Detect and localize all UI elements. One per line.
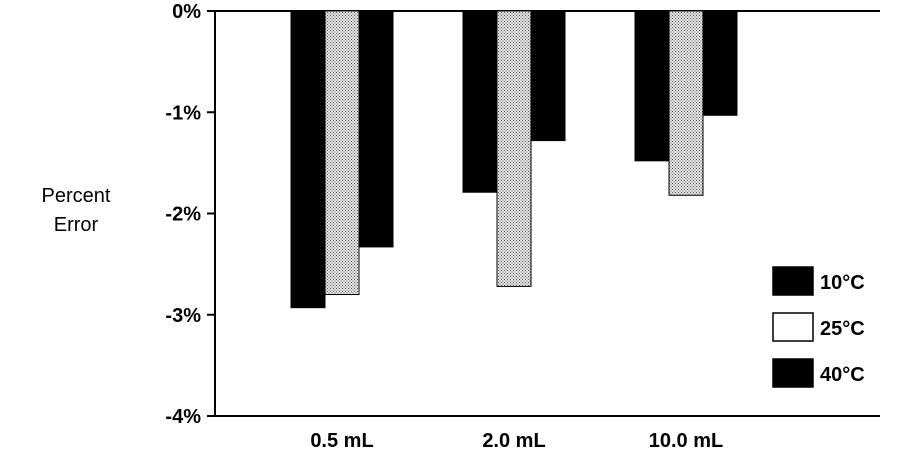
legend-swatch (772, 312, 814, 342)
legend-label: 10°C (820, 272, 865, 294)
x-tick-label: 10.0 mL (649, 430, 723, 452)
bar (530, 10, 566, 142)
bars (290, 10, 738, 309)
legend-swatch (772, 358, 814, 388)
bar (496, 10, 532, 287)
bar (358, 10, 394, 248)
y-axis-label: Percent Error (42, 185, 111, 236)
plot-area: 0% -1% -2% -3% -4% 0.5 mL 2.0 mL 10.0 mL (165, 1, 880, 452)
bar (324, 10, 360, 295)
bar (702, 10, 738, 116)
legend: 10°C 25°C 40°C (772, 266, 865, 388)
bar (668, 10, 704, 196)
y-tick-label: 0% (172, 1, 201, 23)
y-axis-label-line-2: Error (54, 214, 99, 236)
bar (290, 10, 326, 309)
x-tick-label: 2.0 mL (482, 430, 545, 452)
x-ticks: 0.5 mL 2.0 mL 10.0 mL (310, 430, 723, 452)
y-tick-label: -3% (165, 305, 201, 327)
y-tick-label: -2% (165, 204, 201, 226)
bar (462, 10, 498, 193)
bar (634, 10, 670, 162)
legend-swatch (772, 266, 814, 296)
y-ticks: 0% -1% -2% -3% -4% (165, 1, 215, 428)
x-tick-label: 0.5 mL (310, 430, 373, 452)
y-axis-label-line-1: Percent (42, 185, 111, 207)
y-tick-label: -1% (165, 102, 201, 124)
y-tick-label: -4% (165, 406, 201, 428)
legend-label: 25°C (820, 318, 865, 340)
legend-label: 40°C (820, 364, 865, 386)
